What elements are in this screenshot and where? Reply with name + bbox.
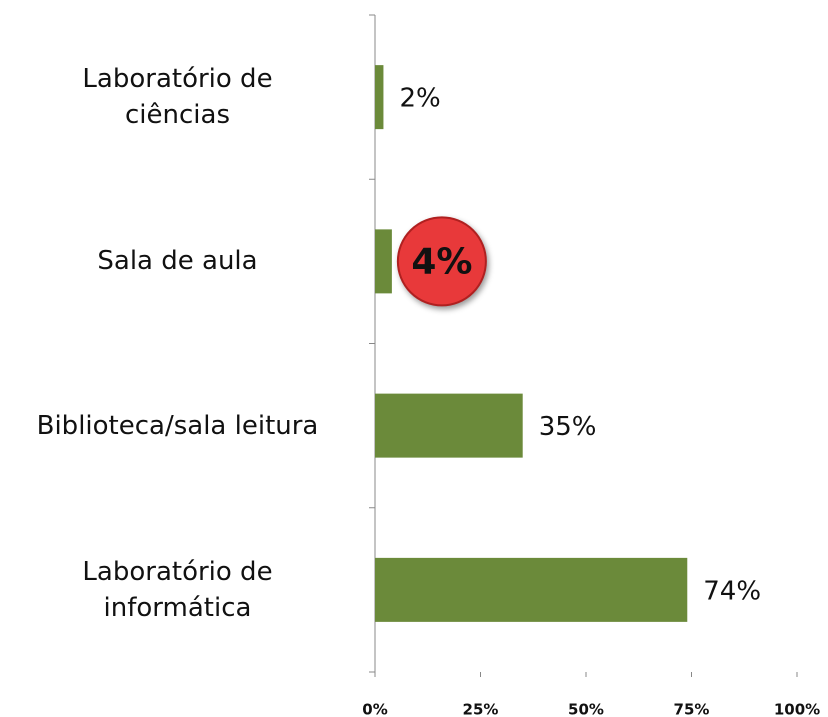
category-label: Laboratório de ciências bbox=[82, 64, 273, 131]
category-label: Biblioteca/sala leitura bbox=[36, 410, 319, 441]
x-tick-label: 75% bbox=[674, 701, 710, 717]
x-tick-label: 25% bbox=[463, 701, 499, 717]
bar bbox=[375, 229, 392, 294]
bar bbox=[375, 393, 523, 458]
highlight-circle bbox=[396, 216, 487, 307]
value-label: 4% bbox=[411, 241, 472, 282]
category-label: Laboratório de informática bbox=[82, 556, 273, 623]
value-label: 74% bbox=[703, 576, 761, 606]
bar bbox=[375, 65, 384, 130]
bar bbox=[375, 557, 688, 622]
category-label: Sala de aula bbox=[97, 246, 258, 277]
value-label: 2% bbox=[399, 84, 440, 114]
x-tick-label: 100% bbox=[774, 701, 820, 717]
x-tick-label: 50% bbox=[568, 701, 604, 717]
value-label: 35% bbox=[539, 412, 597, 442]
x-tick-label: 0% bbox=[362, 701, 387, 717]
